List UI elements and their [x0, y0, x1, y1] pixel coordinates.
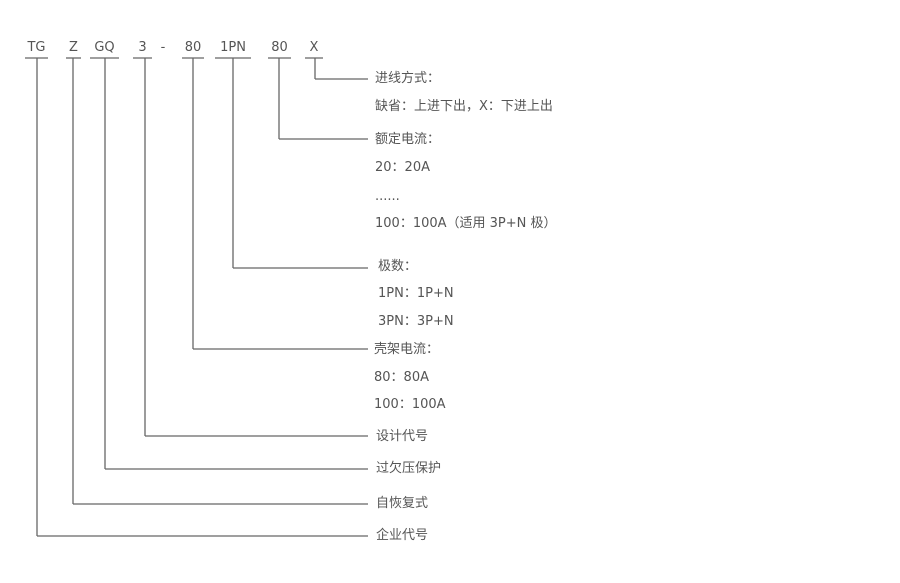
company-code-label: 企业代号	[376, 528, 429, 543]
inlet-method-line: 缺省：上进下出，X：下进上出	[375, 99, 553, 114]
code-inlet: X	[309, 40, 319, 55]
code-poles: 1PN	[220, 40, 246, 55]
frame-current-title: 壳架电流：	[374, 342, 440, 357]
code-design: 3	[138, 40, 147, 55]
poles-line: 3PN：3P+N	[378, 314, 454, 329]
rated-current-line: 100：100A（适用 3P+N 极）	[375, 216, 557, 231]
leaders	[36, 58, 368, 537]
over-under-voltage-label: 过欠压保护	[376, 461, 442, 476]
code-protection: GQ	[94, 40, 115, 55]
inlet-method-title: 进线方式：	[375, 71, 441, 86]
frame-current-line: 100：100A	[374, 397, 446, 412]
design-code-label: 设计代号	[376, 429, 429, 444]
rated-current-title: 额定电流：	[375, 132, 441, 147]
code-auto-reset: Z	[69, 40, 78, 55]
code-company: TG	[27, 40, 46, 55]
code-frame-current: 80	[184, 40, 202, 55]
rated-current-line: 20：20A	[375, 160, 430, 175]
frame-current-line: 80：80A	[374, 370, 429, 385]
code-rated-current: 80	[271, 40, 288, 55]
poles-title: 极数：	[378, 259, 418, 274]
rated-current-line: ......	[375, 189, 400, 204]
poles-line: 1PN：1P+N	[378, 286, 454, 301]
auto-reset-label: 自恢复式	[376, 496, 429, 511]
code-separator: -	[160, 40, 166, 55]
